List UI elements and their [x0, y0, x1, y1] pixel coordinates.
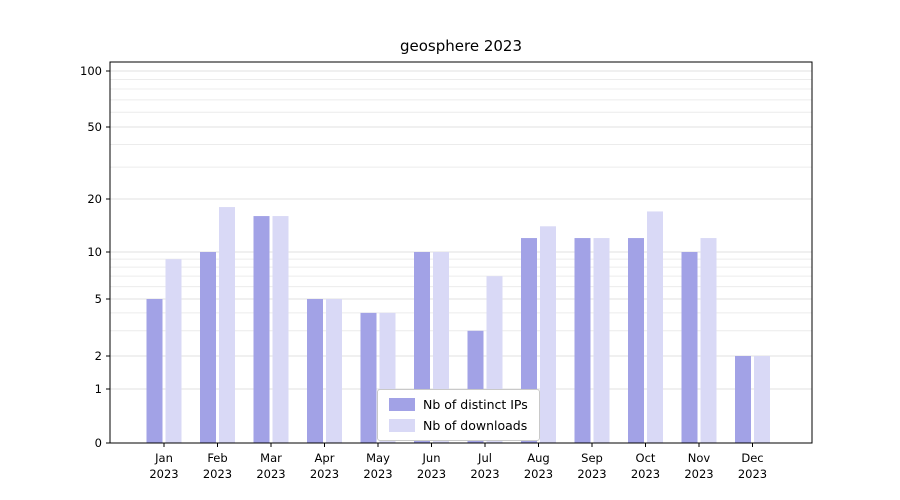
legend-swatch-distinct-ips	[389, 398, 415, 411]
bar	[540, 226, 556, 443]
bar	[754, 356, 770, 443]
bar	[628, 238, 644, 443]
x-tick-label-year: 2023	[524, 467, 553, 481]
y-tick-label: 2	[95, 349, 102, 363]
x-tick-label-month: Jul	[477, 451, 492, 465]
x-tick-label-month: Aug	[527, 451, 549, 465]
x-tick-label-year: 2023	[631, 467, 660, 481]
bar	[360, 312, 377, 443]
bar	[326, 299, 342, 443]
x-tick-label-month: Feb	[207, 451, 227, 465]
x-tick-label-month: Jan	[154, 451, 173, 465]
x-tick-label-month: Oct	[636, 451, 656, 465]
bar	[574, 238, 591, 443]
bar	[700, 238, 717, 443]
bar	[253, 216, 270, 443]
y-tick-label: 100	[80, 64, 102, 78]
legend-swatch-downloads	[389, 419, 415, 432]
x-tick-label-month: Sep	[581, 451, 603, 465]
x-tick-label-year: 2023	[417, 467, 446, 481]
x-tick-label-year: 2023	[577, 467, 606, 481]
bar	[307, 299, 323, 443]
x-tick-label-month: Apr	[315, 451, 335, 465]
bar	[200, 252, 216, 443]
legend-label-distinct-ips: Nb of distinct IPs	[423, 397, 528, 412]
legend-item-downloads: Nb of downloads	[389, 418, 528, 433]
legend-item-distinct-ips: Nb of distinct IPs	[389, 397, 528, 412]
x-tick-label-month: Mar	[260, 451, 282, 465]
x-tick-label-year: 2023	[363, 467, 392, 481]
x-tick-label-month: Jun	[422, 451, 441, 465]
x-tick-label-year: 2023	[738, 467, 767, 481]
y-tick-label: 0	[95, 436, 102, 450]
bar	[146, 299, 163, 443]
bar	[272, 216, 289, 443]
x-tick-label-year: 2023	[310, 467, 339, 481]
x-tick-label-month: May	[366, 451, 390, 465]
y-tick-label: 20	[87, 192, 102, 206]
bar	[681, 252, 698, 443]
x-tick-label-month: Nov	[688, 451, 711, 465]
bar	[219, 207, 235, 443]
bar	[165, 259, 182, 443]
x-tick-label-year: 2023	[470, 467, 499, 481]
legend: Nb of distinct IPs Nb of downloads	[377, 389, 540, 441]
y-tick-label: 1	[95, 382, 102, 396]
y-tick-label: 5	[95, 292, 102, 306]
y-tick-label: 10	[87, 245, 102, 259]
bar	[647, 211, 663, 443]
legend-label-downloads: Nb of downloads	[423, 418, 528, 433]
x-tick-label-year: 2023	[684, 467, 713, 481]
bar	[735, 356, 751, 443]
x-tick-label-year: 2023	[203, 467, 232, 481]
x-tick-label-year: 2023	[256, 467, 285, 481]
x-tick-label-year: 2023	[149, 467, 178, 481]
x-tick-label-month: Dec	[741, 451, 763, 465]
chart-title: geosphere 2023	[400, 37, 522, 55]
bar	[593, 238, 610, 443]
y-tick-label: 50	[87, 120, 102, 134]
